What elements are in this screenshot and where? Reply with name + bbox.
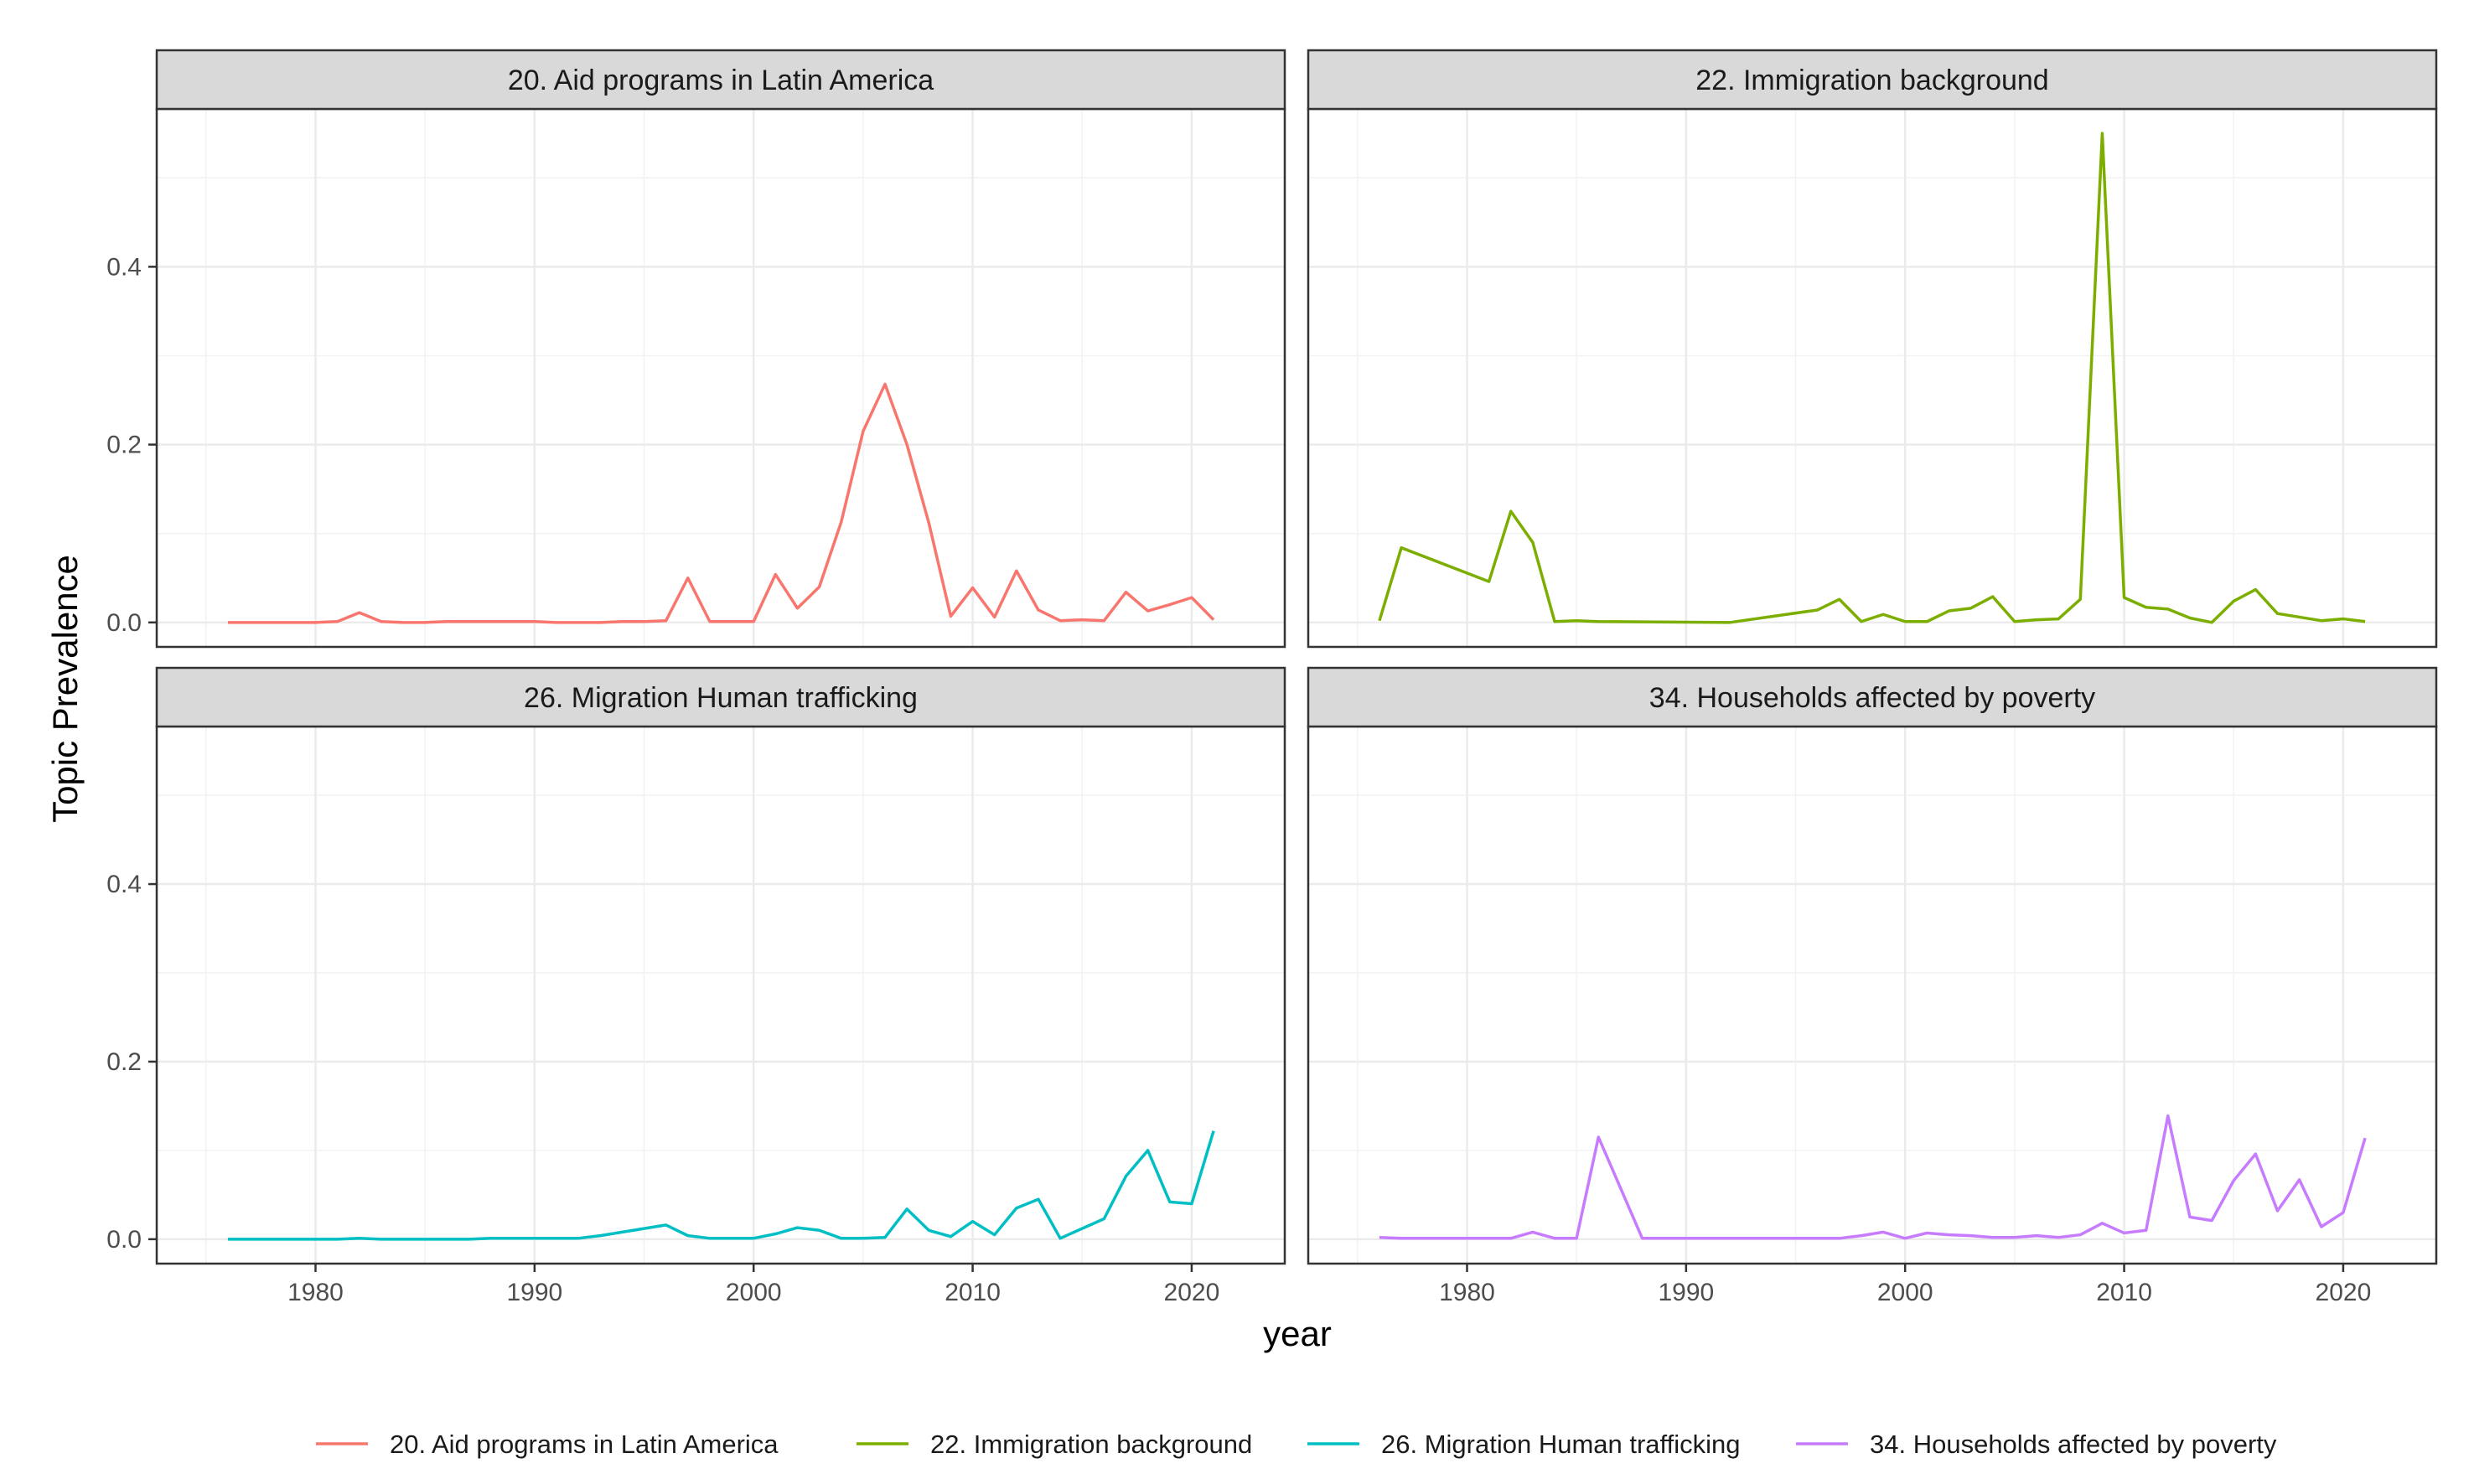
panel-background bbox=[157, 109, 1285, 647]
panel-background bbox=[1308, 109, 2436, 647]
legend-item: 22. Immigration background bbox=[857, 1430, 1252, 1459]
series-line bbox=[1379, 1114, 2367, 1240]
facet-strip bbox=[155, 49, 1286, 111]
facet-strip bbox=[155, 666, 1286, 728]
facet-strip-title: 26. Migration Human trafficking bbox=[524, 682, 918, 714]
x-tick-label: 1980 bbox=[1439, 1279, 1495, 1306]
legend-label: 20. Aid programs in Latin America bbox=[390, 1430, 779, 1459]
facet-strip-title: 34. Households affected by poverty bbox=[1649, 682, 2095, 714]
facet-panel: 34. Households affected by poverty 1980 19… bbox=[1307, 666, 2438, 1306]
x-tick-label: 2010 bbox=[2096, 1279, 2152, 1306]
x-tick-label: 2000 bbox=[726, 1279, 782, 1306]
x-tick-label: 2000 bbox=[1877, 1279, 1933, 1306]
legend-label: 34. Households affected by poverty bbox=[1870, 1430, 2277, 1459]
y-tick-label: 0.4 bbox=[106, 871, 142, 898]
facet-panel: 26. Migration Human trafficking 1980 1990 2… bbox=[106, 666, 1286, 1306]
facet-panel: 20. Aid programs in Latin America 0.0 0.2 0… bbox=[106, 49, 1286, 649]
facet-strip-title: 20. Aid programs in Latin America bbox=[508, 65, 934, 96]
x-tick-label: 2020 bbox=[1164, 1279, 1220, 1306]
facet-strip-title: 22. Immigration background bbox=[1695, 65, 2048, 96]
x-tick-label: 1990 bbox=[506, 1279, 562, 1306]
panel-background bbox=[157, 726, 1285, 1264]
series-line bbox=[1378, 132, 2366, 624]
x-tick-label: 2010 bbox=[945, 1279, 1001, 1306]
legend-item: 34. Households affected by poverty bbox=[1796, 1430, 2277, 1459]
legend-label: 22. Immigration background bbox=[930, 1430, 1252, 1459]
x-axis-title: year bbox=[1263, 1314, 1332, 1353]
legend-item: 20. Aid programs in Latin America bbox=[316, 1430, 779, 1459]
x-tick-label: 2020 bbox=[2316, 1279, 2372, 1306]
y-tick-label: 0.2 bbox=[106, 432, 142, 459]
x-tick-label: 1990 bbox=[1658, 1279, 1714, 1306]
facet-strip bbox=[1307, 49, 2438, 111]
legend-item: 26. Migration Human trafficking bbox=[1307, 1430, 1740, 1459]
y-tick-label: 0.0 bbox=[106, 1226, 142, 1254]
legend-label: 26. Migration Human trafficking bbox=[1381, 1430, 1740, 1459]
x-tick-label: 1980 bbox=[287, 1279, 344, 1306]
facet-strip bbox=[1307, 666, 2438, 728]
facet-panels: 20. Aid programs in Latin America 0.0 0.2 0… bbox=[106, 49, 2438, 1306]
facet-panel: 22. Immigration background bbox=[1307, 49, 2438, 649]
legend: 20. Aid programs in Latin America 22. Imm… bbox=[316, 1430, 2277, 1459]
y-tick-label: 0.2 bbox=[106, 1048, 142, 1076]
panel-background bbox=[1308, 726, 2436, 1264]
y-tick-label: 0.4 bbox=[106, 253, 142, 281]
y-tick-label: 0.0 bbox=[106, 609, 142, 637]
series-line bbox=[227, 1130, 1215, 1241]
y-axis-title: Topic Prevalence bbox=[45, 555, 85, 823]
series-line bbox=[227, 382, 1215, 624]
